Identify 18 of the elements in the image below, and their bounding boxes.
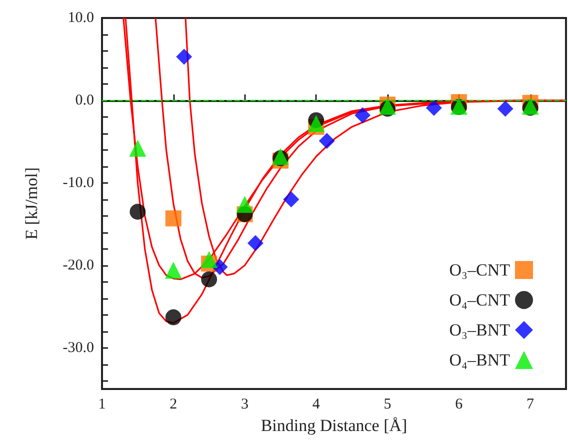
x-tick-label: 2 [170, 396, 178, 412]
x-tick-label: 4 [312, 396, 320, 412]
y-tick-label: -10.0 [62, 174, 94, 191]
x-axis-title: Binding Distance [Å] [260, 416, 408, 435]
x-tick-label: 5 [384, 396, 392, 412]
x-tick-label: 6 [455, 396, 464, 412]
legend-label: O₄–CNT [449, 290, 511, 310]
y-axis-title: E [kJ/mol] [22, 167, 41, 240]
y-tick-label: -30.0 [62, 340, 94, 356]
x-tick-label: 3 [241, 396, 249, 412]
legend-label: O₄–BNT [449, 350, 511, 370]
y-tick-label: 0.0 [75, 92, 94, 108]
y-tick-label: -20.0 [62, 257, 94, 274]
legend-label: O₃–CNT [449, 260, 511, 280]
x-tick-label: 1 [98, 396, 106, 412]
y-tick-label: 10.0 [68, 10, 94, 26]
legend-label: O₃–BNT [449, 320, 511, 340]
x-tick-label: 7 [526, 396, 535, 412]
